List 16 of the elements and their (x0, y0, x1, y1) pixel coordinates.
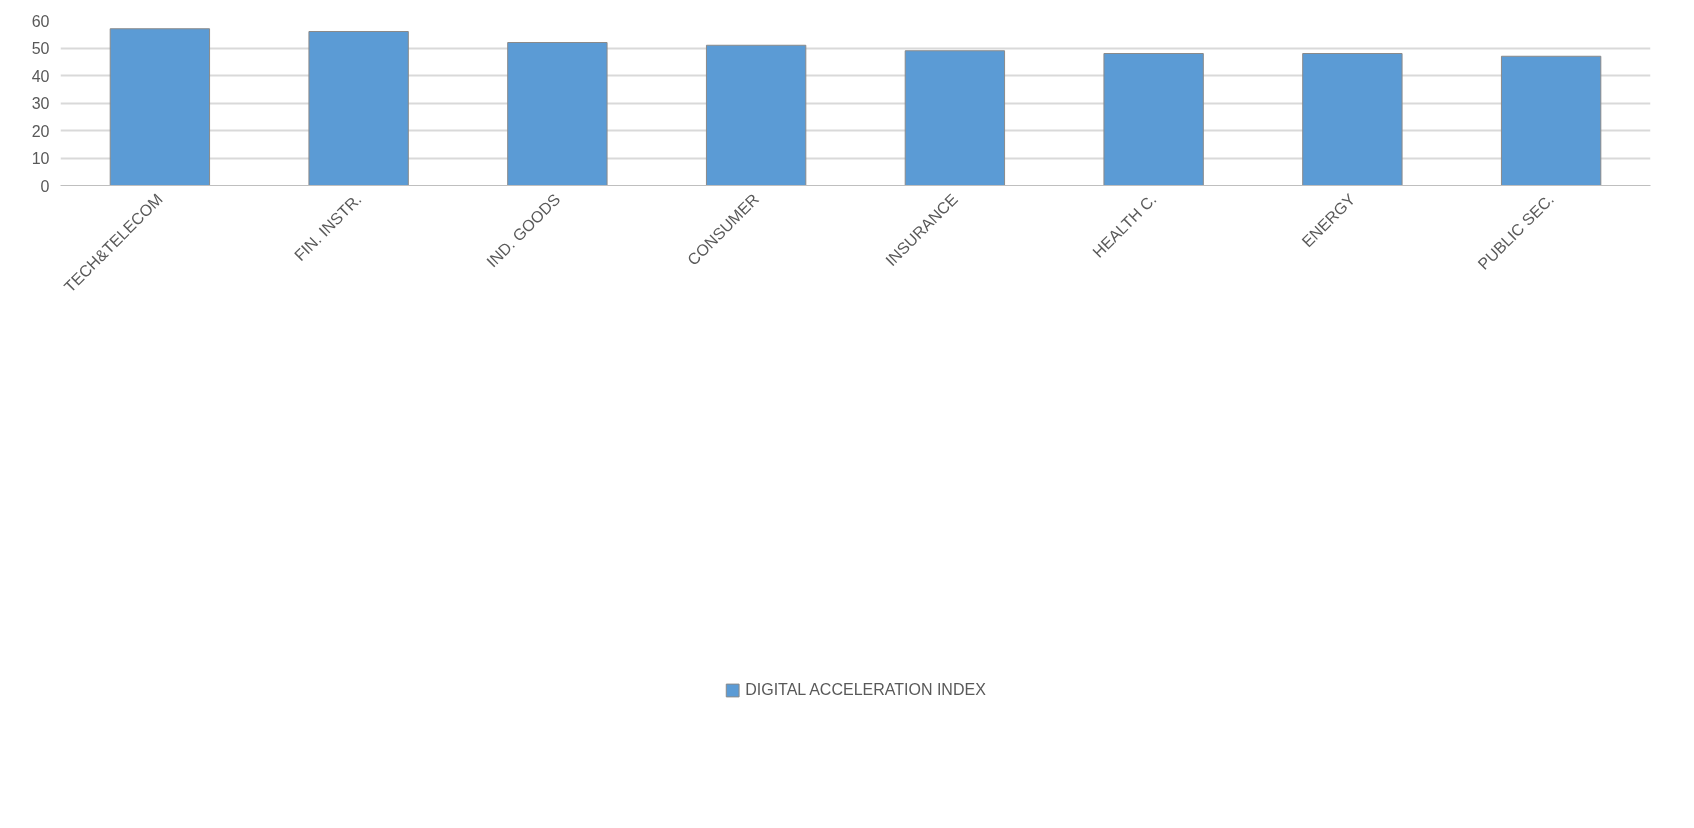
bar (109, 28, 211, 186)
y-tick-label: 50 (31, 40, 50, 57)
bar (705, 44, 807, 186)
y-tick-label: 20 (31, 122, 50, 140)
bar (507, 42, 608, 186)
y-tick-label: 0 (40, 177, 50, 195)
y-tick-label: 60 (31, 12, 50, 30)
bar (904, 50, 1006, 186)
bar (1500, 55, 1602, 186)
y-tick-label: 40 (31, 67, 50, 85)
legend-label: DIGITAL ACCELERATION INDEX (745, 680, 986, 699)
bar (308, 31, 409, 186)
y-tick-label: 10 (31, 150, 50, 167)
bar (1103, 53, 1204, 186)
bar (1302, 53, 1403, 186)
y-tick-label: 30 (31, 95, 50, 112)
